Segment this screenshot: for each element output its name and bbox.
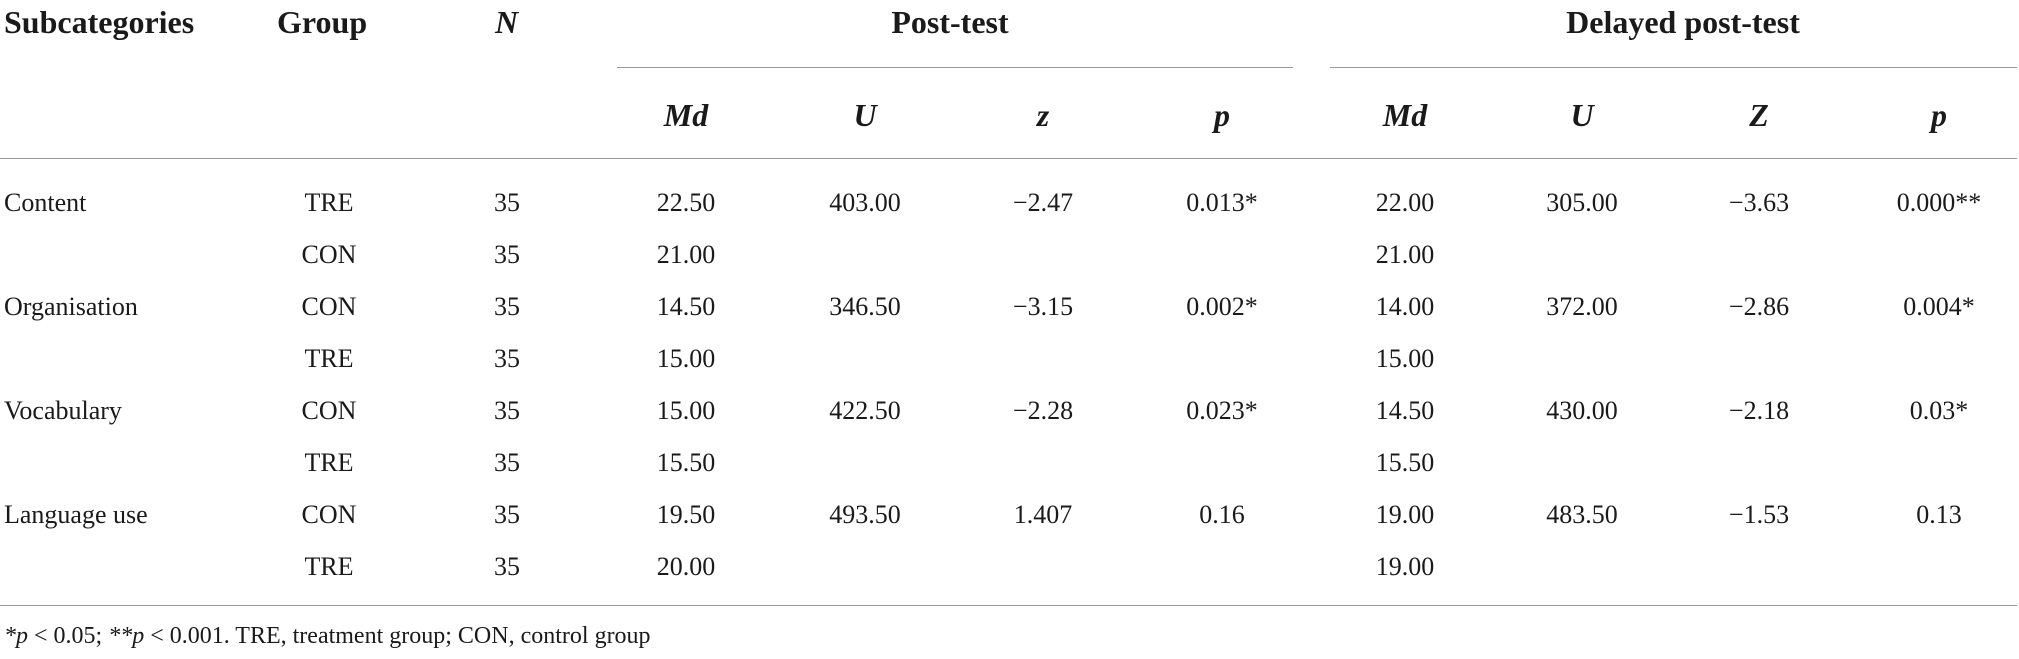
cell-post-p: 0.002* [1186, 292, 1258, 321]
cell-n: 35 [494, 396, 520, 425]
header-group: Group [277, 4, 368, 40]
cell-delayed-md: 22.00 [1375, 188, 1435, 217]
post-test-rule [617, 67, 1293, 68]
cell-delayed-u: 483.50 [1546, 500, 1618, 529]
cell-delayed-p: 0.000** [1896, 188, 1982, 217]
header-post-test: Post-test [891, 4, 1009, 40]
cell-group: CON [301, 240, 357, 269]
cell-post-z: −2.28 [1012, 396, 1074, 425]
subheader-post-p: p [1214, 97, 1230, 133]
subheader-delayed-z: Z [1749, 97, 1769, 133]
cell-post-z: −3.15 [1012, 292, 1074, 321]
footnote-p1-symbol: *p [4, 623, 28, 649]
cell-delayed-md: 19.00 [1375, 552, 1435, 581]
footnote-p2-text: < 0.001. TRE, treatment group; CON, cont… [144, 623, 651, 649]
cell-post-p: 0.023* [1186, 396, 1258, 425]
cell-group: TRE [304, 344, 354, 373]
cell-delayed-md: 15.50 [1375, 448, 1435, 477]
cell-post-u: 422.50 [829, 396, 901, 425]
cell-delayed-p: 0.13 [1916, 500, 1962, 529]
table-bottom-rule [0, 605, 2017, 606]
cell-n: 35 [494, 240, 520, 269]
cell-subcategory: Language use [4, 500, 148, 529]
cell-delayed-z: −3.63 [1728, 188, 1790, 217]
cell-post-md: 19.50 [656, 500, 716, 529]
table-footnote: *p < 0.05; **p < 0.001. TRE, treatment g… [4, 624, 651, 648]
cell-post-u: 346.50 [829, 292, 901, 321]
cell-post-u: 493.50 [829, 500, 901, 529]
cell-group: CON [301, 396, 357, 425]
cell-n: 35 [494, 552, 520, 581]
subheader-delayed-p: p [1931, 97, 1947, 133]
cell-delayed-u: 305.00 [1546, 188, 1618, 217]
cell-post-md: 14.50 [656, 292, 716, 321]
footnote-p2-symbol: **p [108, 623, 145, 649]
cell-n: 35 [494, 344, 520, 373]
cell-delayed-p: 0.03* [1909, 396, 1969, 425]
cell-subcategory: Vocabulary [4, 396, 122, 425]
cell-post-md: 20.00 [656, 552, 716, 581]
cell-delayed-p: 0.004* [1903, 292, 1975, 321]
cell-n: 35 [494, 500, 520, 529]
cell-delayed-md: 21.00 [1375, 240, 1435, 269]
subheader-post-u: U [853, 97, 877, 133]
header-subcategories: Subcategories [4, 4, 195, 40]
delayed-post-test-rule [1330, 67, 2017, 68]
cell-group: TRE [304, 448, 354, 477]
cell-subcategory: Organisation [4, 292, 138, 321]
cell-n: 35 [494, 292, 520, 321]
cell-subcategory: Content [4, 188, 87, 217]
cell-post-md: 15.00 [656, 396, 716, 425]
cell-delayed-md: 14.00 [1375, 292, 1435, 321]
header-n: N [495, 4, 519, 40]
cell-post-p: 0.16 [1199, 500, 1245, 529]
cell-n: 35 [494, 448, 520, 477]
cell-delayed-z: −2.86 [1728, 292, 1790, 321]
cell-delayed-u: 430.00 [1546, 396, 1618, 425]
subheader-delayed-u: U [1570, 97, 1594, 133]
cell-post-u: 403.00 [829, 188, 901, 217]
cell-delayed-md: 14.50 [1375, 396, 1435, 425]
cell-delayed-z: −2.18 [1728, 396, 1790, 425]
cell-delayed-u: 372.00 [1546, 292, 1618, 321]
cell-post-md: 15.00 [656, 344, 716, 373]
cell-delayed-md: 19.00 [1375, 500, 1435, 529]
cell-post-md: 15.50 [656, 448, 716, 477]
cell-group: CON [301, 292, 357, 321]
cell-group: CON [301, 500, 357, 529]
cell-post-z: −2.47 [1012, 188, 1074, 217]
cell-group: TRE [304, 188, 354, 217]
cell-post-md: 22.50 [656, 188, 716, 217]
subheader-delayed-md: Md [1382, 97, 1428, 133]
cell-delayed-md: 15.00 [1375, 344, 1435, 373]
subheader-post-z: z [1036, 97, 1050, 133]
cell-post-z: 1.407 [1013, 500, 1073, 529]
subheader-post-md: Md [663, 97, 709, 133]
cell-post-p: 0.013* [1186, 188, 1258, 217]
header-delayed-post-test: Delayed post-test [1566, 4, 1800, 40]
header-bottom-rule [0, 158, 2017, 159]
cell-group: TRE [304, 552, 354, 581]
cell-post-md: 21.00 [656, 240, 716, 269]
footnote-p1-text: < 0.05; [28, 623, 109, 649]
cell-delayed-z: −1.53 [1728, 500, 1790, 529]
cell-n: 35 [494, 188, 520, 217]
